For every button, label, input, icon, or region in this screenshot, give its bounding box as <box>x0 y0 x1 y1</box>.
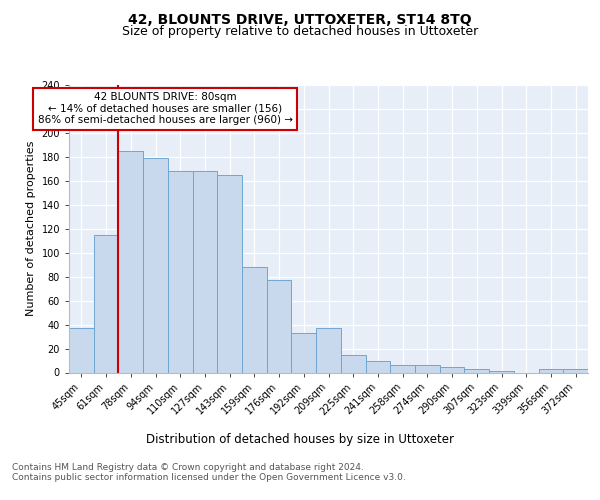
Bar <box>341 354 365 372</box>
Text: Contains HM Land Registry data © Crown copyright and database right 2024.
Contai: Contains HM Land Registry data © Crown c… <box>12 462 406 482</box>
Bar <box>365 360 390 372</box>
Bar <box>217 175 242 372</box>
Bar <box>242 267 267 372</box>
Bar <box>464 369 489 372</box>
Bar <box>267 280 292 372</box>
Bar <box>193 171 217 372</box>
Bar <box>168 171 193 372</box>
Text: Distribution of detached houses by size in Uttoxeter: Distribution of detached houses by size … <box>146 432 454 446</box>
Bar <box>94 234 118 372</box>
Bar <box>563 369 588 372</box>
Text: 42, BLOUNTS DRIVE, UTTOXETER, ST14 8TQ: 42, BLOUNTS DRIVE, UTTOXETER, ST14 8TQ <box>128 12 472 26</box>
Bar <box>118 151 143 372</box>
Y-axis label: Number of detached properties: Number of detached properties <box>26 141 36 316</box>
Bar <box>440 366 464 372</box>
Bar <box>316 328 341 372</box>
Bar <box>390 366 415 372</box>
Text: Size of property relative to detached houses in Uttoxeter: Size of property relative to detached ho… <box>122 25 478 38</box>
Bar <box>69 328 94 372</box>
Bar <box>539 369 563 372</box>
Bar <box>292 333 316 372</box>
Bar <box>143 158 168 372</box>
Text: 42 BLOUNTS DRIVE: 80sqm
← 14% of detached houses are smaller (156)
86% of semi-d: 42 BLOUNTS DRIVE: 80sqm ← 14% of detache… <box>38 92 293 126</box>
Bar <box>415 366 440 372</box>
